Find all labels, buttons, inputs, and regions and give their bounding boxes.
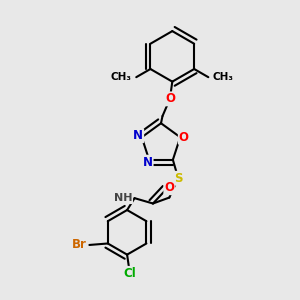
Text: CH₃: CH₃ [111, 72, 132, 82]
Text: O: O [164, 181, 174, 194]
Text: N: N [133, 129, 143, 142]
Text: N: N [142, 156, 153, 169]
Text: S: S [174, 172, 182, 185]
Text: O: O [179, 131, 189, 144]
Text: Cl: Cl [123, 267, 136, 280]
Text: Br: Br [72, 238, 87, 251]
Text: O: O [165, 92, 175, 105]
Text: NH: NH [114, 193, 132, 203]
Text: CH₃: CH₃ [213, 72, 234, 82]
